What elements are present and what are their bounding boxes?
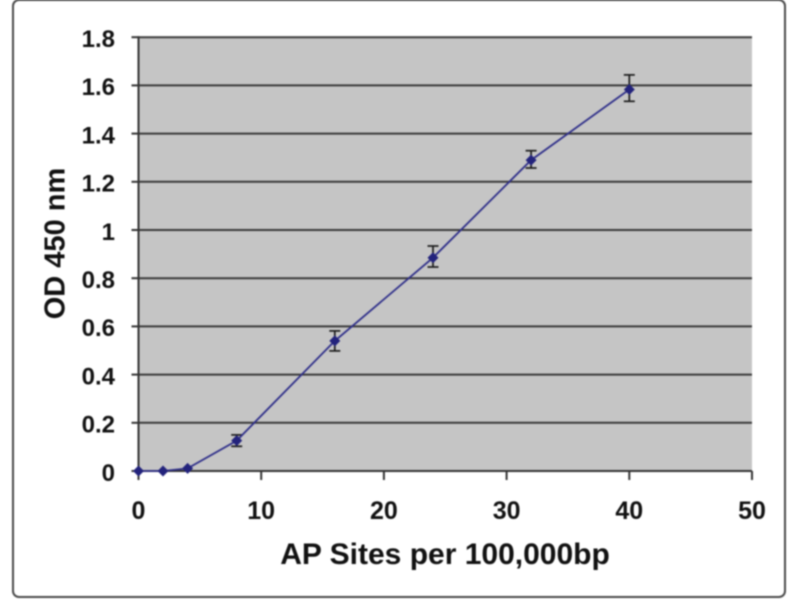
svg-text:0.4: 0.4 (82, 363, 116, 390)
svg-text:1.2: 1.2 (82, 171, 115, 198)
svg-text:AP Sites per 100,000bp: AP Sites per 100,000bp (280, 538, 610, 571)
svg-text:1.6: 1.6 (82, 74, 115, 101)
svg-text:20: 20 (370, 497, 398, 525)
svg-text:50: 50 (738, 497, 766, 525)
svg-text:1.4: 1.4 (82, 122, 116, 149)
svg-text:0: 0 (102, 460, 115, 487)
svg-text:0: 0 (132, 497, 146, 525)
svg-text:OD 450 nm: OD 450 nm (40, 168, 72, 320)
svg-text:10: 10 (247, 497, 275, 525)
svg-text:1: 1 (102, 219, 115, 246)
svg-text:0.6: 0.6 (82, 315, 115, 342)
svg-text:30: 30 (493, 497, 521, 525)
svg-text:0.8: 0.8 (82, 267, 115, 294)
svg-text:0.2: 0.2 (82, 412, 115, 439)
svg-text:1.8: 1.8 (82, 26, 115, 53)
svg-text:40: 40 (615, 497, 643, 525)
